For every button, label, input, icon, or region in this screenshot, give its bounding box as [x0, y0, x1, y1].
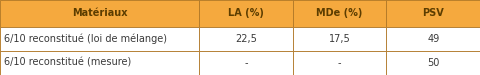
Text: 49: 49 — [427, 34, 439, 44]
Text: 17,5: 17,5 — [329, 34, 350, 44]
Text: Matériaux: Matériaux — [72, 8, 127, 18]
Text: MDe (%): MDe (%) — [316, 8, 363, 18]
Bar — [293, 27, 386, 51]
Bar — [0, 51, 199, 75]
Bar — [386, 51, 480, 75]
Text: 6/10 reconstitué (loi de mélange): 6/10 reconstitué (loi de mélange) — [4, 33, 167, 44]
Text: -: - — [338, 58, 341, 68]
Text: PSV: PSV — [422, 8, 444, 18]
Bar — [386, 27, 480, 51]
Text: 50: 50 — [427, 58, 439, 68]
Bar — [0, 0, 199, 27]
Text: -: - — [244, 58, 248, 68]
Bar — [386, 0, 480, 27]
Bar — [0, 27, 199, 51]
Text: LA (%): LA (%) — [228, 8, 264, 18]
Bar — [293, 51, 386, 75]
Bar — [199, 51, 293, 75]
Bar — [199, 27, 293, 51]
Text: 22,5: 22,5 — [235, 34, 257, 44]
Text: 6/10 reconstitué (mesure): 6/10 reconstitué (mesure) — [4, 58, 131, 68]
Bar — [199, 0, 293, 27]
Bar — [293, 0, 386, 27]
